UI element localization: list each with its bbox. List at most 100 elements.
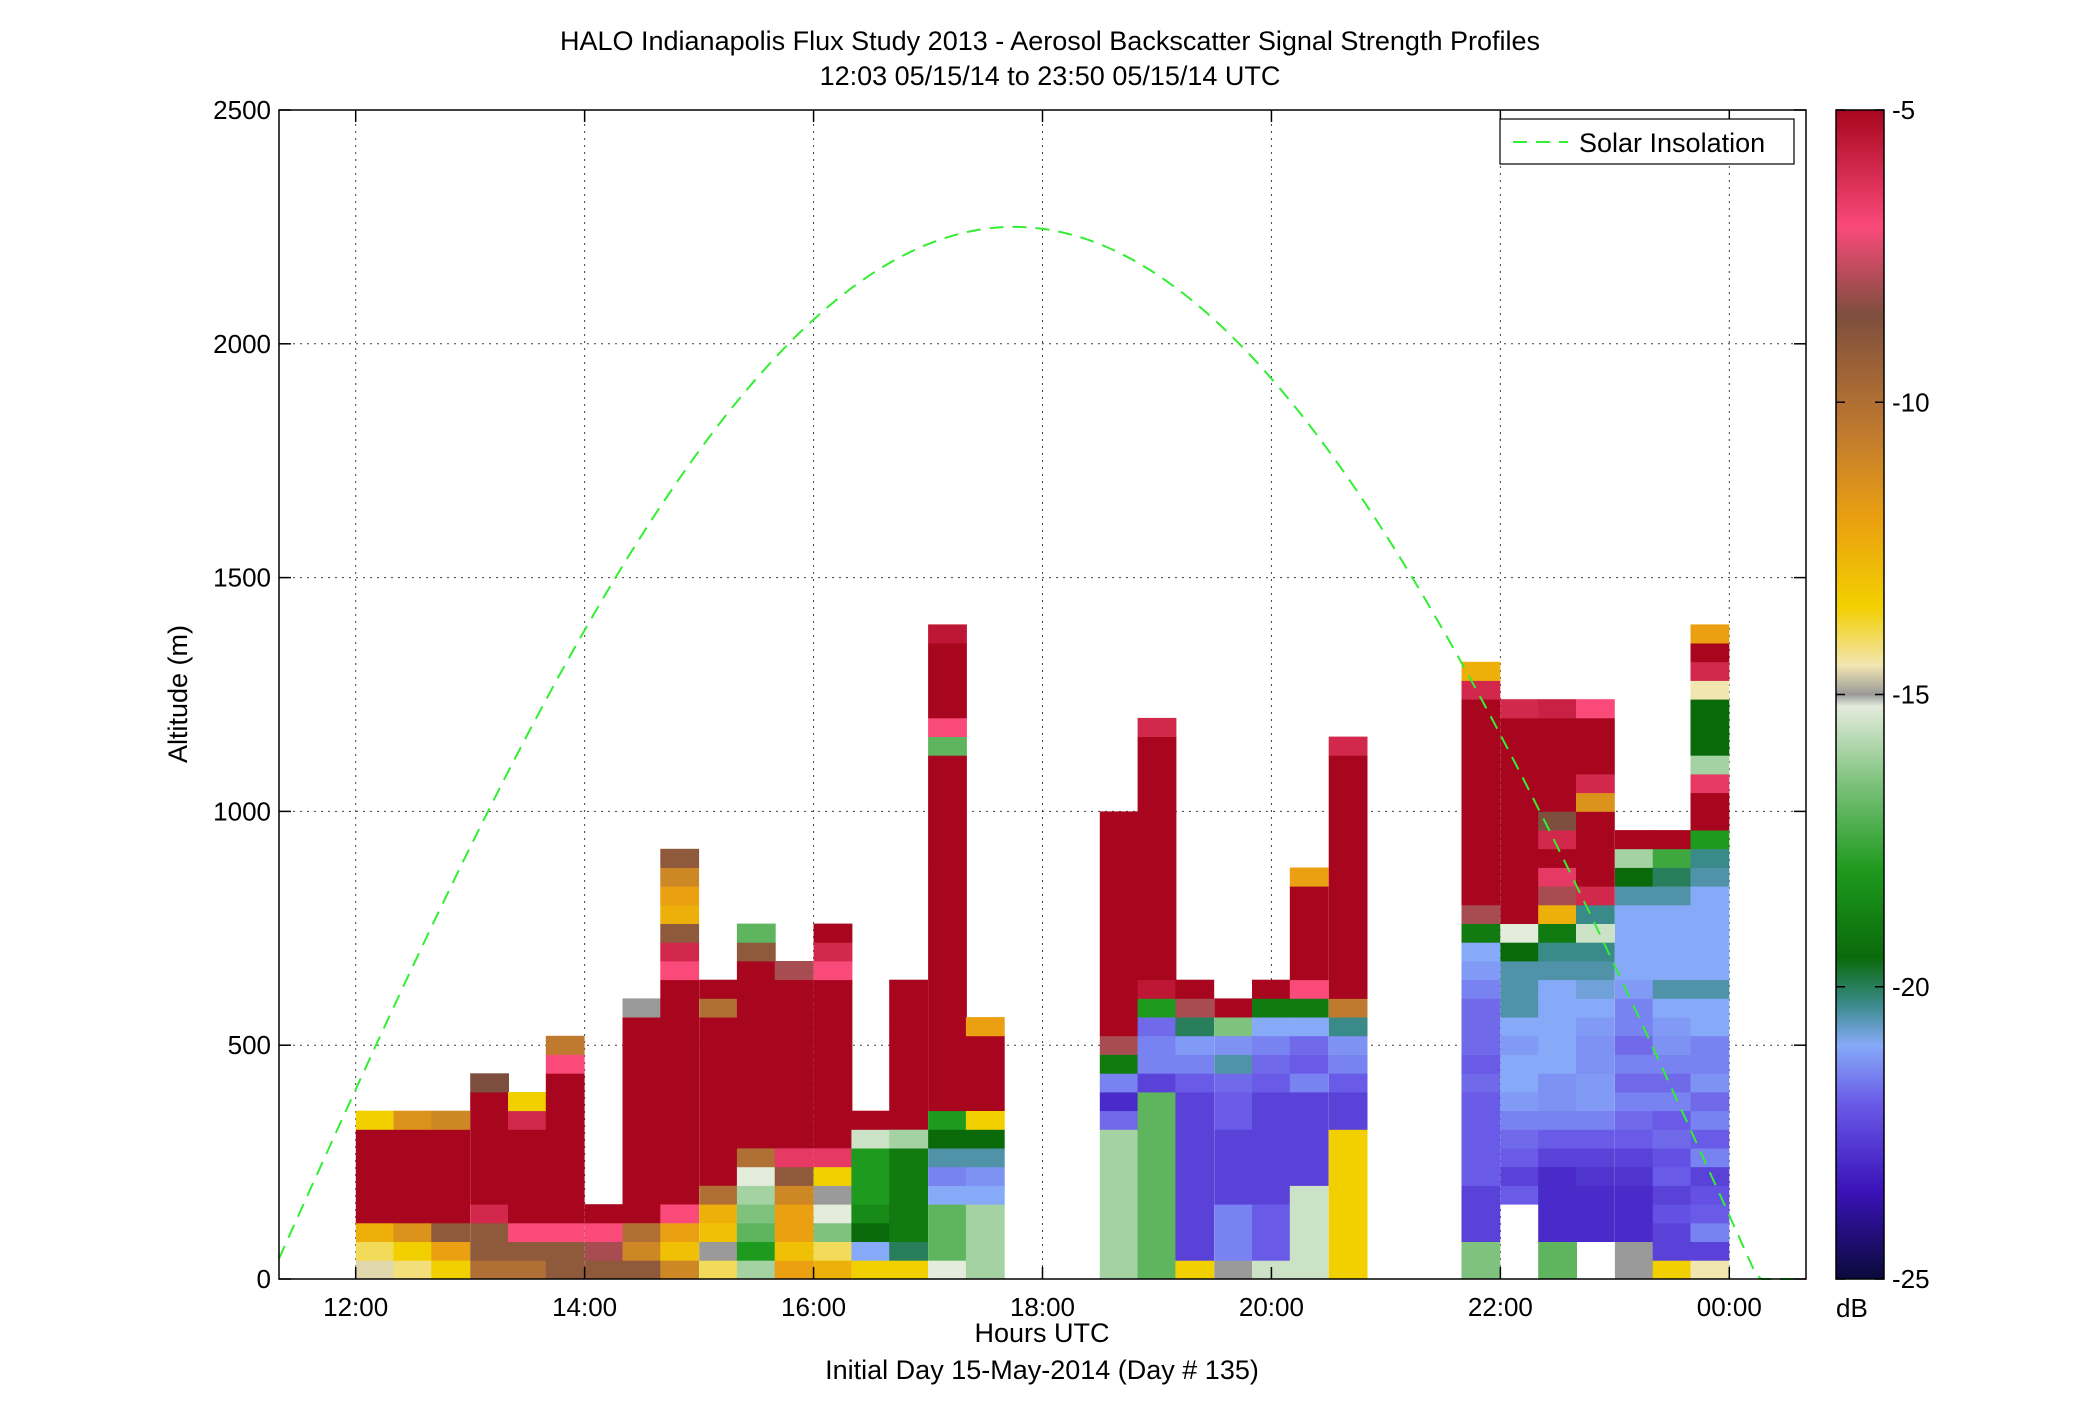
heatmap-cell: [660, 848, 700, 868]
heatmap-cell: [889, 1017, 928, 1037]
heatmap-cell: [470, 1260, 509, 1280]
heatmap-cell: [1137, 1073, 1177, 1093]
heatmap-cell: [1652, 942, 1692, 962]
heatmap-cell: [1175, 1092, 1215, 1261]
heatmap-cell: [774, 961, 814, 981]
heatmap-cell: [1289, 867, 1329, 887]
heatmap-cell: [1461, 1035, 1501, 1055]
heatmap-cell: [1652, 1129, 1692, 1149]
heatmap-cell: [1652, 923, 1692, 943]
solar-insolation-curve: [278, 225, 1802, 1280]
heatmap-cell: [1289, 1035, 1329, 1055]
heatmap-cell: [1538, 699, 1577, 719]
heatmap-cell: [431, 1260, 471, 1280]
heatmap-cell: [1690, 923, 1730, 943]
heatmap-cell: [699, 1185, 738, 1205]
heatmap-cell: [1690, 1110, 1730, 1130]
heatmap-cell: [1538, 942, 1577, 962]
heatmap-cell: [1461, 923, 1501, 943]
heatmap-cell: [1175, 998, 1215, 1018]
heatmap-cell: [1690, 1260, 1730, 1280]
heatmap-cell: [1614, 904, 1654, 924]
heatmap-cell: [393, 1129, 433, 1224]
heatmap-cell: [1576, 979, 1615, 999]
heatmap-cell: [1576, 811, 1615, 887]
heatmap-cell: [1252, 998, 1291, 1018]
heatmap-cell: [1175, 1035, 1215, 1055]
heatmap-cell: [1690, 1073, 1730, 1093]
heatmap-cell: [660, 979, 700, 1205]
heatmap-cell: [736, 923, 776, 943]
heatmap-cell: [1500, 1073, 1540, 1093]
heatmap-cell: [889, 1204, 928, 1224]
heatmap-cell: [1576, 923, 1615, 943]
heatmap-cell: [965, 1035, 1005, 1111]
heatmap-cell: [660, 1260, 700, 1280]
heatmap-cell: [1289, 998, 1329, 1018]
heatmap-cell: [1576, 904, 1615, 924]
heatmap-cell: [1538, 961, 1577, 981]
heatmap-cell: [813, 1204, 853, 1224]
heatmap-cell: [965, 1148, 1005, 1168]
legend-entry-solar-insolation: Solar Insolation: [1579, 128, 1765, 158]
heatmap-cell: [1652, 998, 1692, 1018]
heatmap-cell: [545, 1054, 585, 1074]
heatmap-cell: [928, 867, 967, 1112]
x-tick-label: 20:00: [1239, 1292, 1304, 1322]
heatmap-cell: [1538, 1054, 1577, 1074]
heatmap-cell: [393, 1110, 433, 1130]
heatmap-cell: [660, 1204, 700, 1224]
heatmap-cell: [699, 998, 738, 1018]
heatmap-cell: [1461, 1110, 1501, 1130]
heatmap-cell: [1137, 1092, 1177, 1280]
heatmap-cell: [928, 755, 967, 868]
heatmap-cell: [355, 1222, 395, 1242]
heatmap-cell: [774, 1148, 814, 1168]
heatmap-cell: [1099, 1092, 1139, 1112]
heatmap-cell: [965, 1166, 1005, 1186]
heatmap-cell: [1289, 1092, 1329, 1186]
heatmap-cell: [1461, 998, 1501, 1018]
heatmap-cell: [660, 1241, 700, 1261]
heatmap-cell: [1576, 1017, 1615, 1037]
heatmap-cell: [1538, 1185, 1577, 1224]
heatmap-cell: [1652, 1260, 1692, 1280]
heatmap-cell: [1690, 867, 1730, 887]
heatmap-cell: [1652, 961, 1692, 981]
heatmap-cell: [1175, 1073, 1215, 1093]
heatmap-cell: [1614, 1185, 1654, 1224]
heatmap-cell: [1137, 998, 1177, 1018]
heatmap-cell: [1652, 1092, 1692, 1112]
colorbar-tick-label: -15: [1892, 680, 1930, 710]
heatmap-cell: [1500, 1185, 1540, 1205]
y-tick-label: 2000: [213, 329, 271, 359]
heatmap-cell: [1214, 1073, 1254, 1093]
heatmap-cell: [851, 1260, 891, 1280]
heatmap-cell: [1690, 624, 1730, 644]
heatmap-cell: [1461, 904, 1501, 924]
heatmap-cell: [1500, 1166, 1540, 1186]
heatmap-cell: [1652, 1073, 1692, 1093]
heatmap-cell: [1690, 848, 1730, 868]
heatmap-cell: [622, 1241, 662, 1261]
heatmap-cell: [1538, 848, 1577, 868]
heatmap-cell: [1214, 1204, 1254, 1261]
heatmap-cell: [889, 1129, 928, 1149]
heatmap-cell: [774, 1166, 814, 1186]
heatmap-cell: [1614, 961, 1654, 981]
heatmap-cell: [1690, 1185, 1730, 1205]
heatmap-cell: [1576, 961, 1615, 981]
heatmap-cell: [736, 1241, 776, 1261]
heatmap-cell: [1289, 1054, 1329, 1074]
heatmap-cell: [1576, 1129, 1615, 1149]
heatmap-cell: [774, 1222, 814, 1242]
heatmap-cell: [1652, 1110, 1692, 1130]
heatmap-cell: [813, 942, 853, 962]
heatmap-cell: [1652, 1222, 1692, 1242]
heatmap-cell: [1289, 1017, 1329, 1037]
heatmap-cell: [1328, 1054, 1368, 1074]
heatmap-cell: [660, 923, 700, 943]
heatmap-cell: [774, 1260, 814, 1280]
heatmap-cell: [1652, 1166, 1692, 1186]
heatmap-cell: [1576, 792, 1615, 812]
